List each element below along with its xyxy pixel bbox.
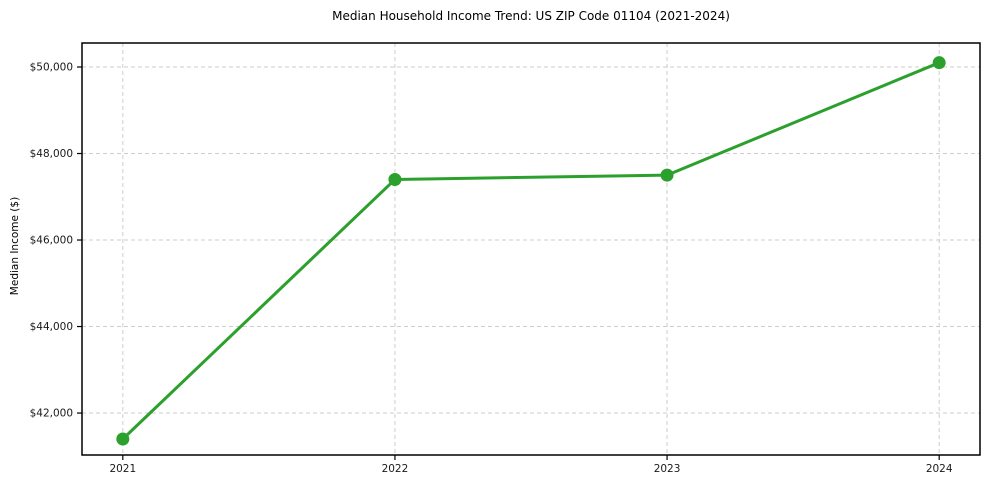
y-tick-label: $44,000 <box>30 321 73 333</box>
y-tick-label: $48,000 <box>30 148 73 160</box>
x-tick-label: 2021 <box>109 463 136 475</box>
y-axis-label: Median Income ($) <box>9 196 21 296</box>
plot-border <box>81 42 981 456</box>
y-tick-label: $42,000 <box>30 408 73 420</box>
data-point <box>116 432 130 446</box>
x-tick-label: 2023 <box>654 463 681 475</box>
chart-title: Median Household Income Trend: US ZIP Co… <box>332 9 730 23</box>
y-tick-label: $50,000 <box>30 62 73 74</box>
data-point <box>660 168 674 182</box>
y-tick-label: $46,000 <box>30 235 73 247</box>
x-tick-label: 2024 <box>926 463 953 475</box>
income-trend-line <box>121 61 941 441</box>
data-point <box>388 172 402 186</box>
x-tick-label: 2022 <box>382 463 409 475</box>
data-point <box>932 56 946 70</box>
